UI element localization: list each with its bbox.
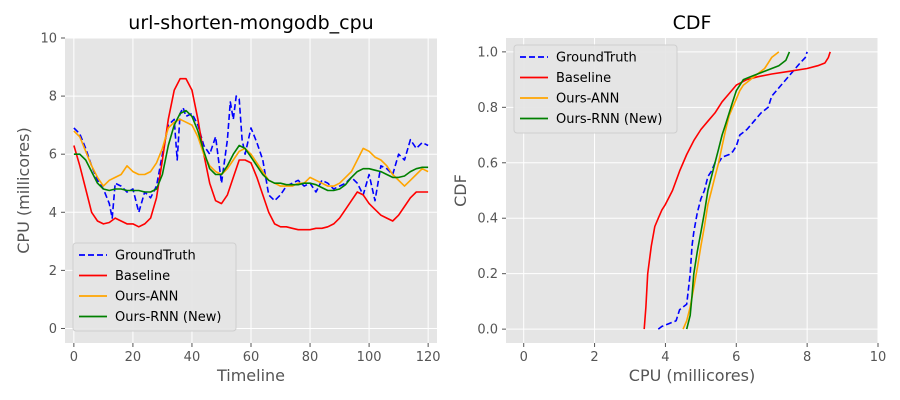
legend-label: Ours-ANN xyxy=(556,92,619,107)
timeline-panel: 0 20 40 60 80 100 120 0 2 4 6 8 10 url-shorten-mongod… xyxy=(14,12,441,385)
cdf-panel: 0 2 4 6 8 10 0.0 0.2 0.4 0.6 0.8 1.0 CDF CPU (millico… xyxy=(451,12,886,385)
series-line-ours-ann xyxy=(73,118,429,187)
x-tick-label: 8 xyxy=(803,350,811,365)
legend-label: Ours-RNN (New) xyxy=(556,112,662,127)
x-tick-label: 6 xyxy=(732,350,740,365)
series-line-ours-rnn-new xyxy=(685,51,791,330)
x-tick-label: 0 xyxy=(520,350,528,365)
y-tick-label: 2 xyxy=(49,264,57,279)
y-axis-label: CDF xyxy=(451,174,470,207)
legend-label: Ours-RNN (New) xyxy=(115,310,221,325)
x-tick-label: 0 xyxy=(70,350,78,365)
x-axis-label: Timeline xyxy=(216,366,285,385)
y-tick-label: 0.2 xyxy=(477,267,498,282)
x-tick-label: 2 xyxy=(590,350,598,365)
y-tick-label: 0.0 xyxy=(477,323,498,338)
legend: GroundTruth Baseline Ours-ANN Ours-RNN (New… xyxy=(513,44,678,134)
chart-title: CDF xyxy=(673,12,712,34)
x-tick-label: 40 xyxy=(184,350,201,365)
legend-label: Baseline xyxy=(115,269,170,284)
x-axis-label: CPU (millicores) xyxy=(629,366,755,385)
x-tick-label: 4 xyxy=(661,350,669,365)
y-tick-label: 8 xyxy=(49,90,57,105)
series-line-baseline xyxy=(643,51,831,330)
y-tick-label: 0.4 xyxy=(477,212,498,227)
y-tick-label: 6 xyxy=(49,148,57,163)
y-tick-label: 4 xyxy=(49,206,57,221)
y-tick-label: 0.8 xyxy=(477,101,498,116)
series-line-ours-ann xyxy=(682,51,780,330)
legend-label: GroundTruth xyxy=(115,249,196,264)
y-tick-label: 0.6 xyxy=(477,156,498,171)
legend-box xyxy=(72,242,237,332)
y-axis-label: CPU (millicores) xyxy=(14,127,33,253)
x-tick-label: 10 xyxy=(870,350,887,365)
y-tick-label: 1.0 xyxy=(477,45,498,60)
x-tick-label: 100 xyxy=(357,350,382,365)
series-line-baseline xyxy=(73,77,429,231)
legend-label: GroundTruth xyxy=(556,51,637,66)
legend: GroundTruth Baseline Ours-ANN Ours-RNN (New… xyxy=(72,242,237,332)
x-tick-label: 80 xyxy=(302,350,319,365)
x-tick-label: 120 xyxy=(416,350,441,365)
legend-label: Ours-ANN xyxy=(115,290,178,305)
x-tick-label: 20 xyxy=(125,350,142,365)
series-line-groundtruth xyxy=(657,51,808,330)
legend-box xyxy=(513,44,678,134)
chart-title: url-shorten-mongodb_cpu xyxy=(128,12,373,34)
y-tick-label: 0 xyxy=(49,322,57,337)
x-tick-label: 60 xyxy=(243,350,260,365)
y-tick-label: 10 xyxy=(40,32,57,47)
series-line-ours-rnn-new xyxy=(73,109,429,193)
legend-label: Baseline xyxy=(556,71,611,86)
